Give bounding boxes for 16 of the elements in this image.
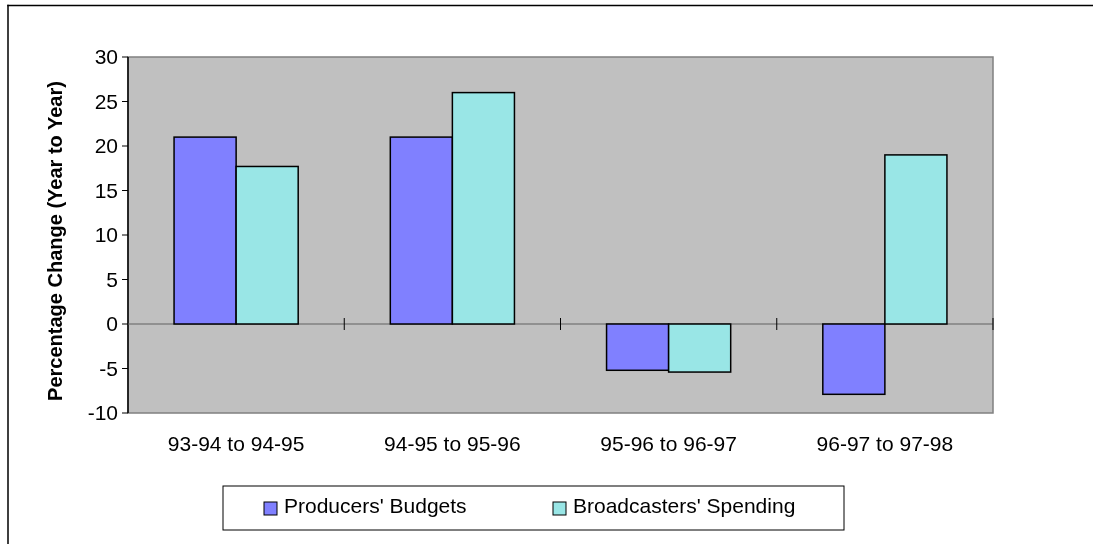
legend-label: Broadcasters' Spending [573, 494, 796, 518]
y-tick-label: 15 [94, 178, 118, 202]
y-tick-label: 5 [106, 267, 118, 291]
y-tick-label: 25 [94, 89, 118, 113]
legend-label: Producers' Budgets [284, 494, 467, 518]
x-tick-label: 94-95 to 95-96 [384, 432, 521, 456]
x-tick-label: 96-97 to 97-98 [816, 432, 954, 456]
x-tick-label: 93-94 to 94-95 [167, 432, 305, 456]
y-tick-label: -10 [87, 401, 118, 425]
y-tick-label: 0 [106, 312, 118, 336]
y-axis-title: Percentage Change (Year to Year) [44, 81, 66, 401]
y-tick-label: 20 [94, 134, 118, 158]
x-tick-label: 95-96 to 96-97 [600, 432, 737, 456]
y-tick-label: 30 [94, 45, 118, 69]
y-tick-label: 10 [94, 223, 118, 247]
y-tick-label: -5 [99, 356, 118, 380]
